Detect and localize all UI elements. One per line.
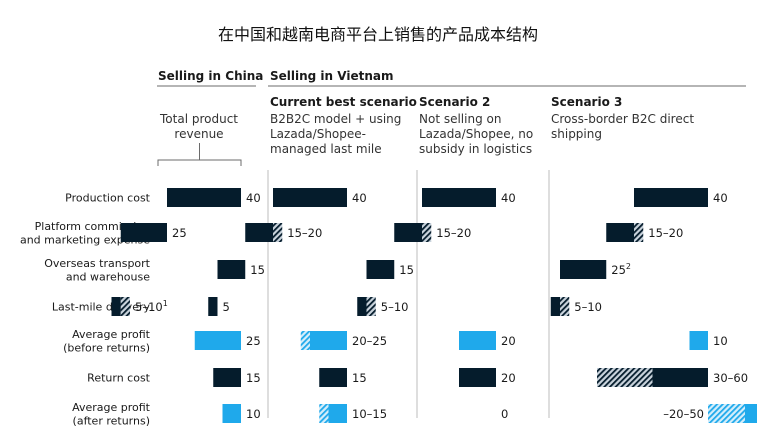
data-label: 25 [172,226,187,240]
panel-2: Current best scenario B2B2C model + using… [208,95,417,423]
category-label: Average profit [72,328,151,341]
data-label: 25 [246,334,261,348]
profit-bar [222,404,241,423]
data-label: 15 [399,263,414,277]
range-bar-segment [319,404,329,423]
cost-bar [273,188,347,207]
scenario-header: Scenario 3 [551,95,622,109]
scenario-subtitle: Not selling on [419,112,501,126]
data-label: 15–20 [436,226,471,240]
profit-bar [310,331,347,350]
cost-bar [560,260,607,279]
data-label: 30–60 [713,371,748,385]
data-label: 20–25 [352,334,387,348]
data-label: 252 [611,262,631,277]
profit-bar [328,404,347,423]
data-label: 20 [501,334,516,348]
range-bar-segment [634,223,644,242]
data-label: –20–50 [663,407,704,421]
data-label: 15–20 [287,226,322,240]
scenario-subtitle: managed last mile [270,142,382,156]
data-label: 5–10 [574,300,602,314]
data-label: 40 [501,191,516,205]
cost-bar [366,260,395,279]
data-label: 0 [501,407,508,421]
category-label: (before returns) [63,341,150,354]
cost-bar [208,297,218,316]
category-label: Overseas transport [44,257,150,270]
group-header-china: Selling in China [158,69,263,83]
scenario-header: Scenario 2 [419,95,490,109]
cost-bar [319,368,347,387]
range-bar-segment [120,297,130,316]
data-label: 40 [713,191,728,205]
cost-bar [245,223,273,242]
category-label: Production cost [65,192,151,205]
data-label: 5–101 [135,299,168,314]
data-label: 10 [246,407,261,421]
data-label: 20 [501,371,516,385]
scenario-subtitle: revenue [174,127,223,141]
profit-bar [194,331,241,350]
scenario-subtitle: shipping [551,127,602,141]
cost-bar [606,223,634,242]
profit-bar [689,331,708,350]
data-label: 5 [223,300,230,314]
cost-bar [394,223,422,242]
cost-bar [111,297,121,316]
category-label: Average profit [72,401,151,414]
scenario-subtitle: subsidy in logistics [419,142,532,156]
panel-4: Scenario 3 Cross-border B2C directshippin… [548,95,757,423]
data-label: 15–20 [648,226,683,240]
cost-bar [217,260,246,279]
range-bar-segment [560,297,570,316]
data-label: 15 [246,371,261,385]
scenario-header: Current best scenario [270,95,417,109]
category-label: and marketing expense [20,233,150,246]
cost-bar [652,368,708,387]
cost-bar [357,297,367,316]
cost-bar [634,188,708,207]
range-bar-segment [300,331,310,350]
range-bar-segment [366,297,376,316]
loss-bar-hatched [708,404,745,423]
cost-bar [550,297,560,316]
data-label: 10 [713,334,728,348]
group-header-vietnam: Selling in Vietnam [270,69,393,83]
cost-bar [213,368,241,387]
revenue-brace [157,143,242,166]
cost-bar [120,223,167,242]
profit-bar [459,331,496,350]
cost-bar [459,368,496,387]
cost-bar [167,188,241,207]
scenario-subtitle: Lazada/Shopee, no [419,127,533,141]
data-label: 40 [352,191,367,205]
category-label: (after returns) [73,414,150,427]
data-label: 40 [246,191,261,205]
data-label: 5–10 [381,300,409,314]
scenario-subtitle: B2B2C model + using [270,112,401,126]
data-label: 15 [250,263,265,277]
chart-title: 在中国和越南电商平台上销售的产品成本结构 [218,25,538,44]
category-label: and warehouse [66,270,150,283]
scenario-subtitle: Cross-border B2C direct [551,112,694,126]
range-bar-segment [422,223,432,242]
cost-bar [422,188,496,207]
loss-bar [745,404,757,423]
range-bar-segment [273,223,283,242]
data-label: 15 [352,371,367,385]
scenario-subtitle: Total product [159,112,238,126]
data-label: 10–15 [352,407,387,421]
scenario-subtitle: Lazada/Shopee- [270,127,366,141]
range-bar-segment [597,368,653,387]
category-label: Return cost [87,372,151,385]
